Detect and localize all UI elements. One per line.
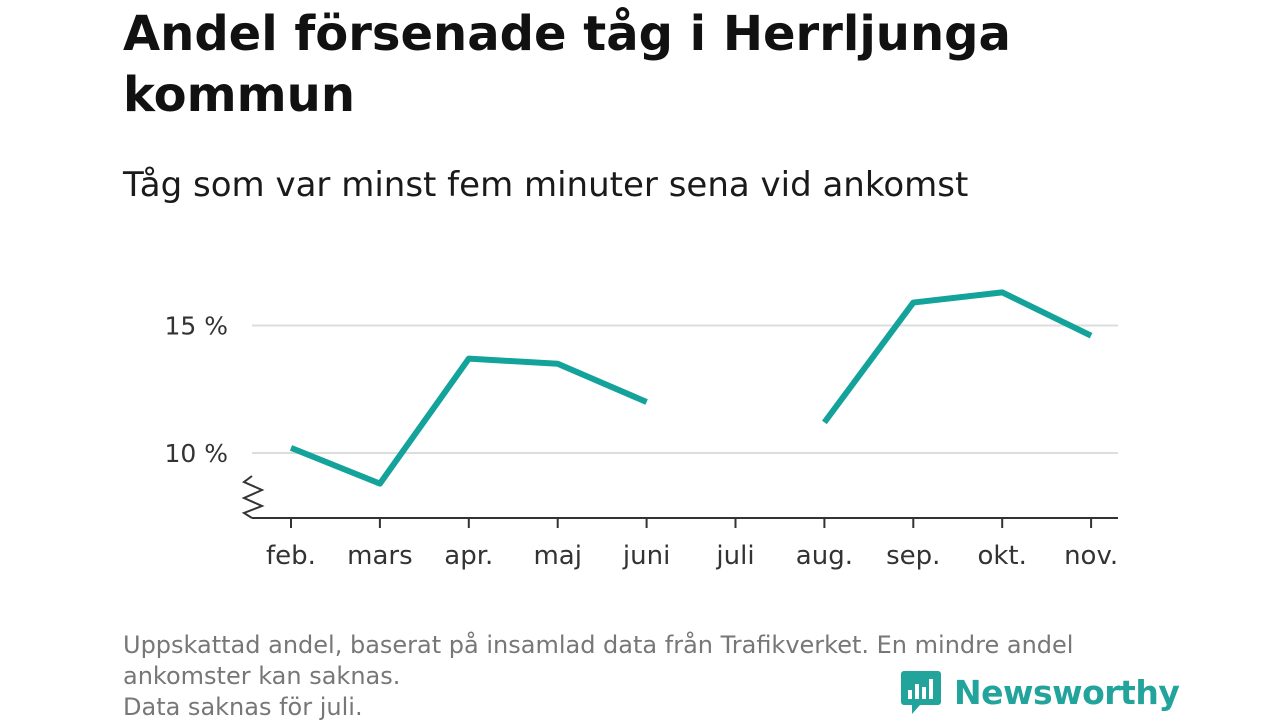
footnote-line: Data saknas för juli. [123, 693, 363, 721]
x-tick-label: sep. [886, 541, 940, 571]
footnote: Uppskattad andel, baserat på insamlad da… [123, 630, 1153, 723]
newsworthy-bar-chart-icon [901, 671, 941, 714]
brand-name: Newsworthy [954, 672, 1180, 712]
footnote-line: Uppskattad andel, baserat på insamlad da… [123, 631, 1074, 659]
x-tick-label: mars [347, 541, 413, 571]
y-tick-label: 15 % [164, 312, 228, 341]
series-lines [289, 289, 1093, 487]
x-tick-label: aug. [796, 541, 853, 571]
series-line-segment [821, 289, 1093, 425]
x-tick-label: apr. [444, 541, 493, 571]
chart-title: Andel försenade tåg i Herrljunga kommun [123, 6, 1011, 123]
series-line-segment [289, 355, 648, 487]
x-tick-label: okt. [977, 541, 1026, 571]
x-tick-label: nov. [1064, 541, 1118, 571]
x-tick-label: feb. [266, 541, 316, 571]
x-axis [241, 475, 1118, 519]
x-axis-labels: feb. mars apr. maj juni juli aug. sep. okt. nov. [266, 518, 1118, 571]
x-tick-label: juli [715, 541, 754, 571]
line-chart: 10 % 15 % feb. mars apr. maj juni juli aug. sep.… [164, 289, 1118, 571]
brand-logo: Newsworthy [900, 668, 1180, 716]
x-tick-label: maj [533, 541, 581, 571]
x-tick-label: juni [622, 541, 670, 571]
y-tick-label: 10 % [164, 439, 228, 468]
footnote-line: ankomster kan saknas. [123, 662, 401, 690]
gridlines [252, 324, 1118, 454]
chart-subtitle: Tåg som var minst fem minuter sena vid a… [123, 165, 969, 205]
axis-break-marker [241, 475, 265, 519]
y-axis-ticks: 10 % 15 % [164, 312, 228, 469]
